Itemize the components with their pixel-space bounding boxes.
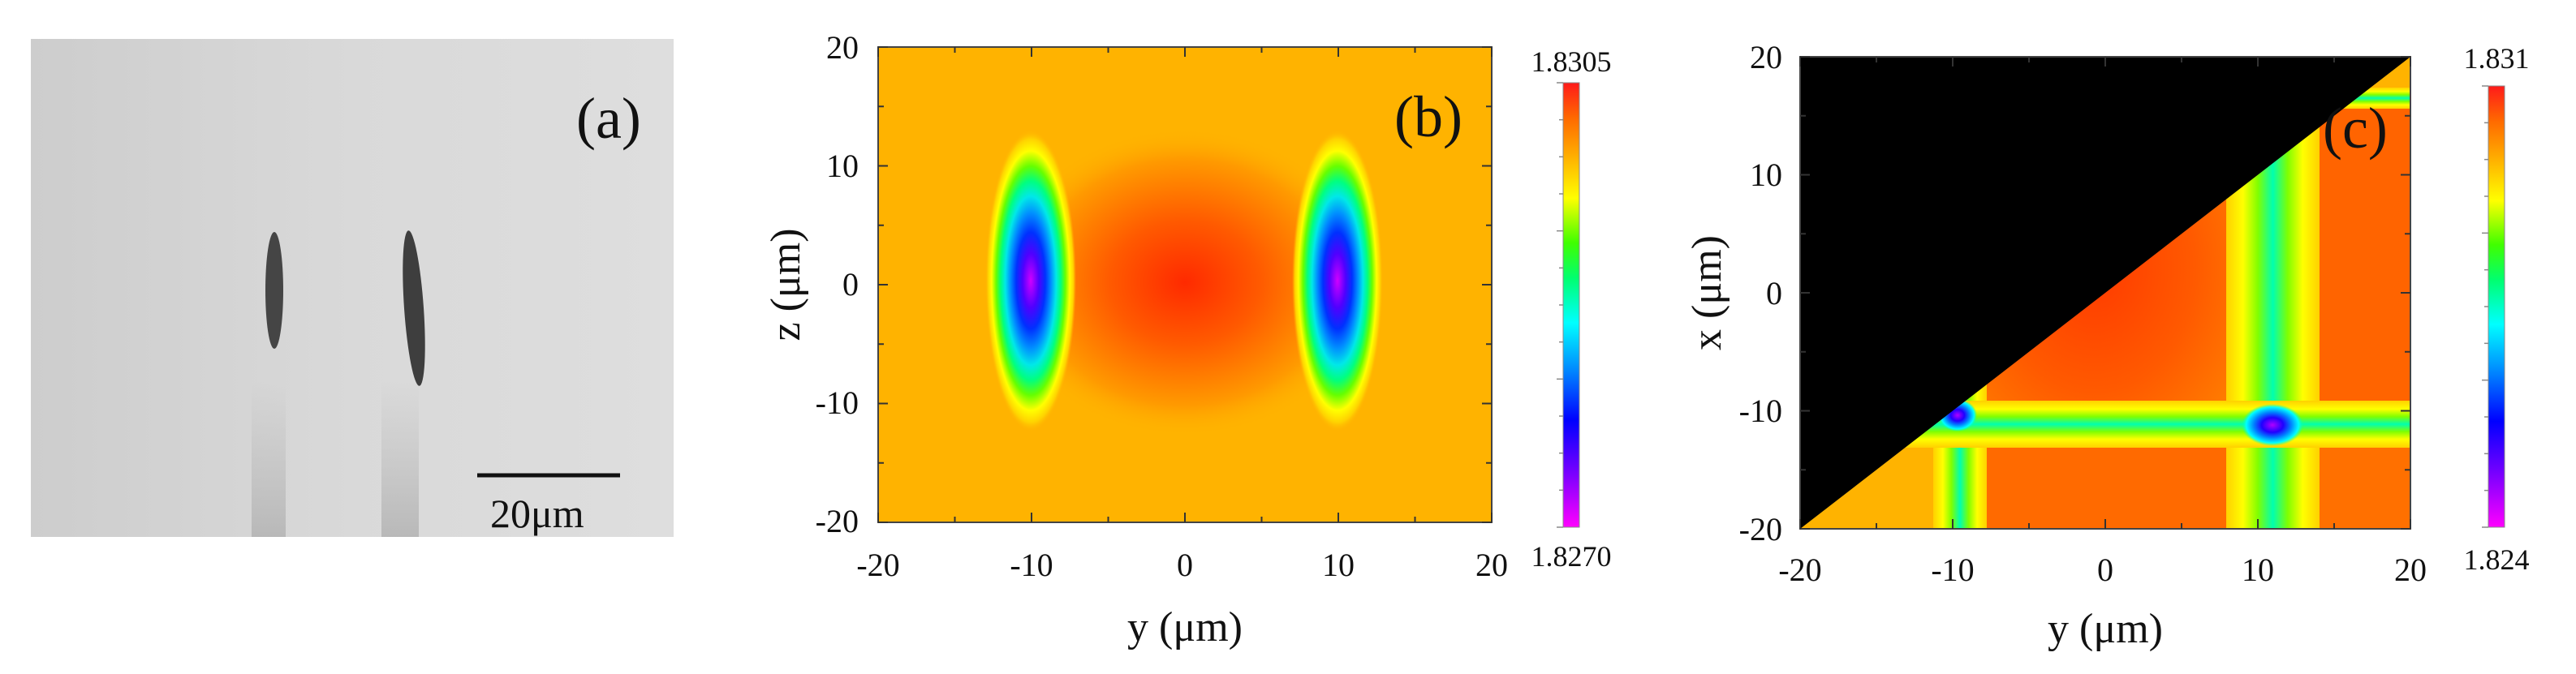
panel-a: (a) 20μm — [31, 39, 674, 537]
colorbar-ticks-c — [2482, 85, 2488, 528]
index-node — [2242, 404, 2303, 446]
written-track-left — [265, 232, 283, 349]
x-tick-label: 0 — [2097, 552, 2113, 588]
heatmap-b — [878, 47, 1492, 522]
damage-streak — [381, 381, 419, 537]
panel-label-a: (a) — [576, 86, 641, 151]
y-tick-label: -10 — [816, 384, 859, 421]
colorbar-c — [2488, 86, 2505, 527]
index-cell — [2320, 448, 2410, 529]
y-tick-label: 10 — [826, 148, 859, 184]
panel-b: 20 10 0 -10 -20 -20 -10 0 10 20 y (μm) z… — [763, 29, 1612, 650]
masked-region — [1800, 57, 2410, 529]
y-axis-label-c: x (μm) — [1684, 235, 1730, 350]
index-maximum-region — [998, 128, 1372, 436]
panel-label-c: (c) — [2323, 96, 2388, 161]
y-tick-label: 0 — [1766, 275, 1782, 311]
x-tick-label: 0 — [1177, 547, 1193, 583]
y-tick-label: 0 — [842, 266, 859, 303]
colorbar-b — [1563, 83, 1579, 527]
x-tick-label: -20 — [1778, 552, 1821, 588]
y-axis-label-b: z (μm) — [763, 228, 809, 341]
panel-c: 20 10 0 -10 -20 -20 -10 0 10 20 y (μm) x… — [1684, 39, 2530, 652]
y-tick-label: -20 — [1739, 511, 1782, 547]
y-tick-label: 20 — [826, 29, 859, 66]
x-axis-label-c: y (μm) — [2048, 606, 2163, 652]
colorbar-max-b: 1.8305 — [1531, 45, 1612, 78]
panel-label-b: (b) — [1394, 84, 1462, 149]
damage-streak — [252, 381, 286, 537]
x-tick-label: 10 — [2242, 552, 2274, 588]
x-tick-label: -20 — [856, 547, 899, 583]
y-tick-labels-b: 20 10 0 -10 -20 — [816, 29, 859, 539]
colorbar-ticks-b — [1557, 82, 1563, 528]
x-tick-label: 20 — [2394, 552, 2427, 588]
scale-bar-label: 20μm — [490, 491, 584, 536]
y-tick-label: 20 — [1750, 39, 1782, 75]
x-tick-label: -10 — [1931, 552, 1974, 588]
x-tick-labels-b: -20 -10 0 10 20 — [856, 547, 1508, 583]
colorbar-min-b: 1.8270 — [1531, 540, 1612, 573]
y-tick-label: -10 — [1739, 393, 1782, 429]
colorbar-max-c: 1.831 — [2464, 42, 2530, 75]
x-tick-label: -10 — [1010, 547, 1053, 583]
axis-ticks-c — [1799, 56, 2411, 530]
heatmap-c — [1800, 57, 2410, 529]
micrograph — [31, 39, 674, 537]
index-cell — [1987, 448, 2226, 529]
waveguide-left — [985, 130, 1076, 431]
colorbar-min-c: 1.824 — [2464, 543, 2530, 576]
written-track-right — [403, 230, 425, 386]
x-tick-label: 20 — [1475, 547, 1508, 583]
x-tick-label: 10 — [1322, 547, 1355, 583]
index-cell — [2320, 109, 2410, 401]
y-tick-labels-c: 20 10 0 -10 -20 — [1739, 39, 1782, 547]
x-tick-labels-c: -20 -10 0 10 20 — [1778, 552, 2427, 588]
y-tick-label: -20 — [816, 503, 859, 539]
waveguide-right — [1292, 130, 1383, 431]
y-tick-label: 10 — [1750, 157, 1782, 193]
x-axis-label-b: y (μm) — [1127, 604, 1243, 650]
axis-ticks-b — [877, 46, 1493, 523]
